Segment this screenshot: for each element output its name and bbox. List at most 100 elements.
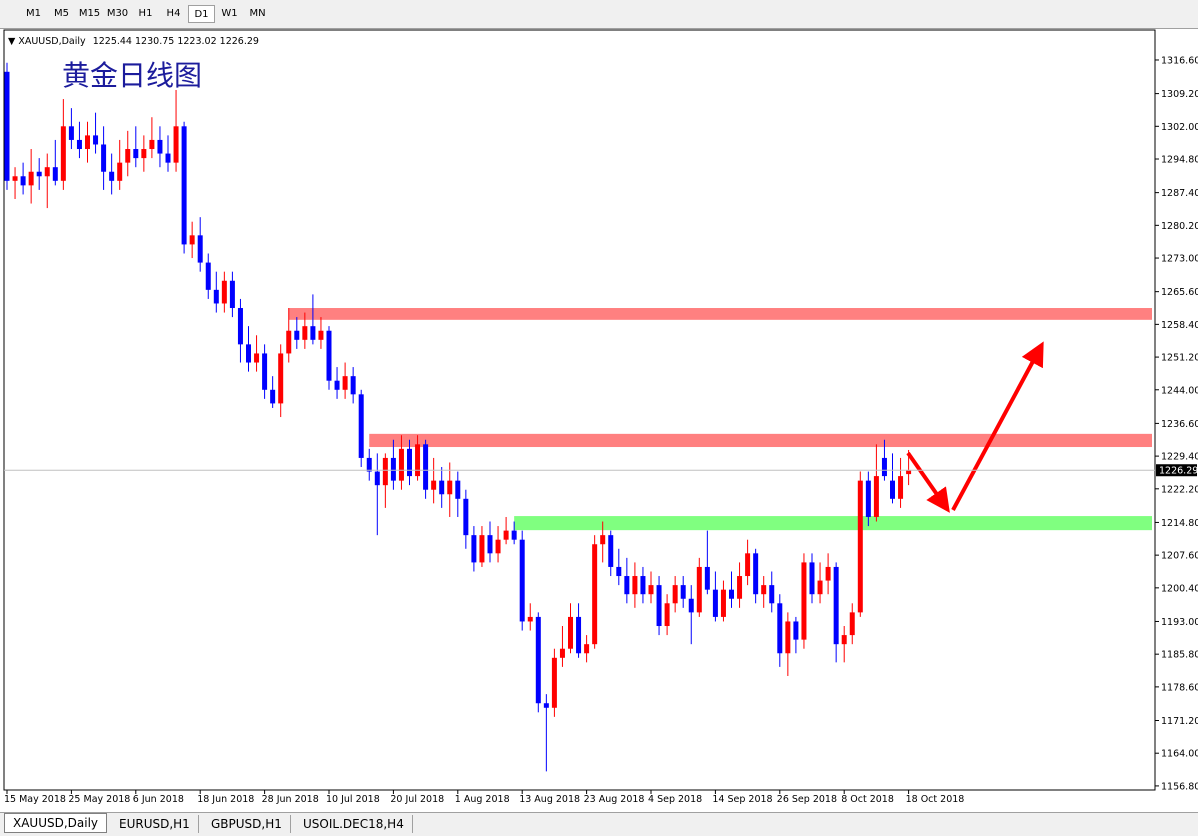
y-tick-label: 1316.60 [1161, 55, 1198, 66]
x-tick-label: 28 Jun 2018 [262, 794, 319, 805]
candle-body [101, 144, 107, 172]
timeframe-button[interactable]: MN [249, 8, 266, 19]
candle-body [173, 126, 179, 163]
candle-body [398, 448, 404, 481]
candle-body [841, 635, 847, 645]
candle-body [60, 126, 66, 181]
candle-body [374, 471, 380, 486]
candle-body [254, 353, 260, 363]
candle-body [447, 480, 453, 495]
x-tick-label: 20 Jul 2018 [390, 794, 444, 805]
candle-body [777, 603, 783, 654]
y-tick-label: 1207.60 [1161, 551, 1198, 562]
candle-body [407, 448, 412, 477]
candle-body [495, 539, 501, 554]
candle-body [415, 444, 421, 477]
candle-body [487, 535, 493, 554]
candle-body [503, 530, 509, 540]
candle-body [793, 621, 799, 640]
candle-body [890, 480, 895, 499]
candle-body [551, 657, 557, 708]
candle-body [849, 612, 855, 636]
y-tick-label: 1164.00 [1161, 749, 1198, 760]
y-tick-label: 1265.60 [1161, 287, 1198, 298]
candle-body [568, 616, 573, 649]
annotation: 黄金日线图 [62, 59, 202, 92]
timeframe-button[interactable]: M30 [106, 8, 129, 19]
candle-body [712, 589, 718, 617]
candle-body [696, 566, 702, 613]
candle-body [672, 585, 678, 604]
candle-body [237, 308, 243, 345]
candle-body [12, 176, 18, 181]
y-tick-label: 1287.40 [1161, 188, 1198, 199]
x-tick-label: 23 Aug 2018 [584, 794, 645, 805]
x-tick-label: 8 Oct 2018 [841, 794, 894, 805]
y-tick-label: 1171.20 [1161, 716, 1198, 727]
candle-body [270, 389, 276, 404]
ohlc-open: 1225.44 [93, 36, 132, 47]
timeframe-button[interactable]: D1 [188, 5, 215, 23]
y-tick-label: 1302.00 [1161, 122, 1198, 133]
candle-body [278, 353, 284, 404]
candle-body [133, 149, 139, 159]
timeframe-button[interactable]: M15 [78, 8, 101, 19]
ohlc-low: 1223.02 [177, 36, 216, 47]
candle-body [865, 480, 871, 517]
candle-body [753, 553, 759, 595]
candle-body [584, 644, 590, 654]
candle-body [898, 476, 904, 499]
arrow-down [906, 451, 950, 513]
price-zone [369, 433, 1152, 448]
symbol-tab[interactable]: XAUUSD,Daily [4, 813, 108, 833]
timeframe-button[interactable]: H1 [138, 8, 153, 19]
candle-body [205, 262, 211, 290]
candle-body [592, 544, 598, 645]
symbol-tab[interactable]: USOIL.DEC18,H4 [295, 815, 413, 833]
candle-body [809, 562, 815, 595]
symbol-tab[interactable]: EURUSD,H1 [111, 815, 199, 833]
current-price-box [1156, 464, 1197, 477]
arrow-up [951, 341, 1044, 511]
candle-body [125, 149, 131, 163]
symbol-tab[interactable]: GBPUSD,H1 [203, 815, 291, 833]
candle-body [664, 603, 670, 627]
candle-body [197, 235, 203, 263]
candle-body [519, 539, 525, 622]
candle-body [825, 566, 831, 581]
y-tick-label: 1236.60 [1161, 419, 1198, 430]
symbol-tabs: XAUUSD,Daily EURUSD,H1 GBPUSD,H1 USOIL.DEC1… [0, 812, 1198, 836]
zones [288, 308, 1152, 531]
candle-body [463, 498, 469, 536]
candle-body [68, 126, 74, 140]
y-tick-label: 1273.00 [1161, 254, 1198, 265]
y-tick-label: 1214.80 [1161, 518, 1198, 529]
candle-body [543, 703, 549, 708]
chart-header: ▼ XAUUSD,Daily 1225.44 1230.75 1223.02 1… [8, 36, 259, 47]
y-tick-label: 1222.20 [1161, 484, 1198, 495]
y-tick-label: 1178.60 [1161, 682, 1198, 693]
candle-body [559, 648, 565, 658]
y-tick-label: 1280.20 [1161, 221, 1198, 232]
candle-body [141, 149, 147, 159]
candle-body [20, 176, 26, 186]
candle-body [109, 171, 115, 181]
candle-body [334, 380, 340, 390]
timeframe-button[interactable]: H4 [166, 8, 181, 19]
candle-body [857, 480, 863, 613]
candle-body [745, 553, 751, 577]
candle-body [511, 530, 517, 540]
timeframe-button[interactable]: M1 [26, 8, 41, 19]
candle-body [294, 330, 300, 340]
candle-body [36, 171, 42, 177]
y-tick-label: 1258.40 [1161, 320, 1198, 331]
timeframe-button[interactable]: M5 [54, 8, 69, 19]
candle-body [382, 457, 388, 486]
candle-body [833, 566, 839, 645]
candle-body [576, 616, 582, 654]
candle-body [431, 480, 437, 490]
symbol-title: XAUUSD,Daily [18, 36, 86, 47]
candle-body [149, 139, 155, 150]
timeframe-button[interactable]: W1 [221, 8, 238, 19]
